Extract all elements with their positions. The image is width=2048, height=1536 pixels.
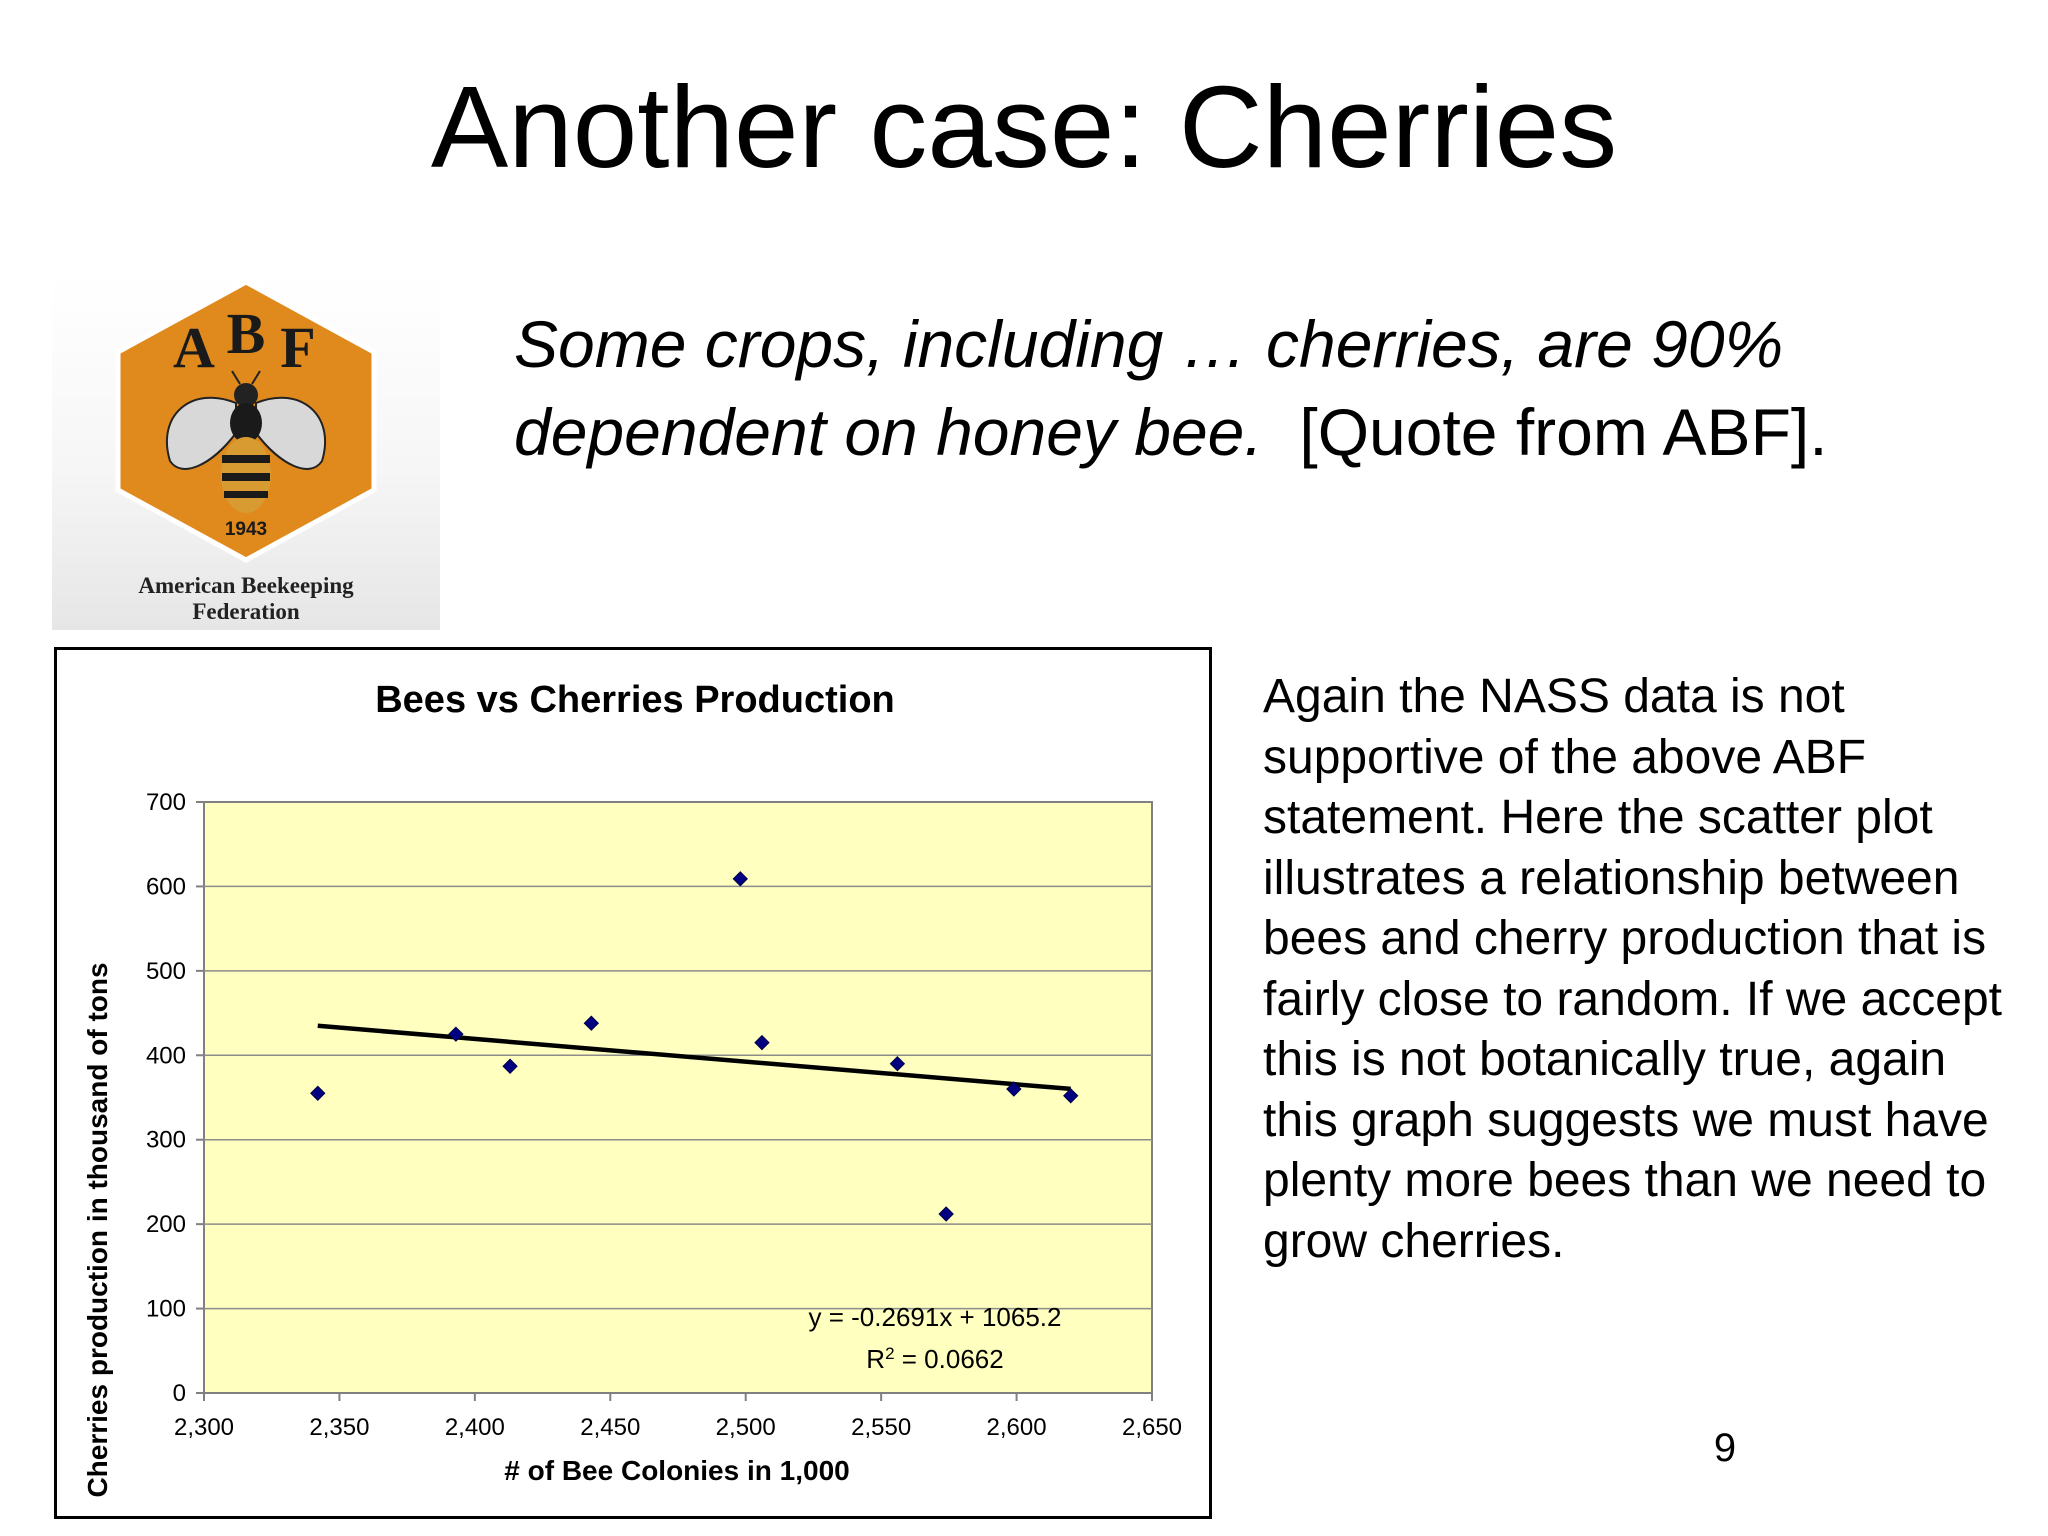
- y-axis-title: Cherries production in thousand of tons: [82, 962, 113, 1497]
- x-tick-label: 2,350: [309, 1414, 369, 1441]
- x-tick-label: 2,550: [851, 1414, 911, 1441]
- x-tick-label: 2,650: [1122, 1414, 1182, 1441]
- x-tick-label: 2,600: [987, 1414, 1047, 1441]
- data-point: [889, 1056, 906, 1072]
- y-tick-label: 600: [146, 873, 186, 900]
- abf-quote: Some crops, including … cherries, are 90…: [514, 300, 1974, 476]
- y-tick-label: 500: [146, 958, 186, 985]
- plot-area: [203, 801, 1153, 1394]
- chart-title: Bees vs Cherries Production: [375, 679, 895, 721]
- data-points: [310, 871, 1079, 1222]
- chart-frame: Bees vs Cherries Production 0 100 200 300 40…: [54, 647, 1212, 1519]
- abf-logo: A B F 1943 American Beekeeping Federatio…: [52, 275, 440, 630]
- data-point: [1006, 1081, 1022, 1097]
- quote-text: Some crops, including … cherries, are 90…: [514, 307, 1784, 469]
- trendline-r-squared: R2 = 0.0662: [866, 1344, 1003, 1375]
- quote-source: [Quote from ABF].: [1299, 395, 1828, 469]
- r2-value: = 0.0662: [895, 1344, 1004, 1374]
- r2-label: R: [866, 1344, 885, 1374]
- y-tick-label: 0: [173, 1380, 186, 1407]
- page-number: 9: [1713, 1426, 1737, 1470]
- data-point: [938, 1206, 954, 1222]
- x-axis-title: # of Bee Colonies in 1,000: [504, 1455, 849, 1486]
- slide-title: Another case: Cherries: [430, 62, 1618, 192]
- logo-letter-f: F: [280, 315, 315, 380]
- trendline: [317, 1023, 1071, 1092]
- y-tick-label: 300: [146, 1127, 186, 1154]
- data-point: [1063, 1088, 1079, 1104]
- abf-logo-graphic: A B F 1943 American Beekeeping Federatio…: [115, 279, 377, 624]
- x-tick-label: 2,450: [580, 1414, 640, 1441]
- logo-letter-a: A: [173, 315, 215, 380]
- data-point: [732, 871, 749, 887]
- logo-year: 1943: [225, 519, 267, 540]
- y-tick-label: 200: [146, 1211, 186, 1238]
- bee-icon: [165, 370, 327, 513]
- y-tick-label: 400: [146, 1042, 186, 1069]
- scatter-chart: Bees vs Cherries Production 0 100 200 300 40…: [82, 679, 1182, 1498]
- axes: 0 100 200 300 400 500 600 700 2,300 2,350 2,400 2,4…: [146, 789, 1182, 1441]
- logo-name-line1: American Beekeeping: [138, 573, 354, 598]
- y-tick-label: 100: [146, 1296, 186, 1323]
- y-tick-label: 700: [146, 789, 186, 816]
- data-point: [754, 1034, 770, 1051]
- explanation-text: Again the NASS data is not supportive of…: [1263, 670, 2002, 1268]
- data-point: [310, 1085, 326, 1101]
- x-tick-label: 2,400: [445, 1414, 505, 1441]
- x-tick-label: 2,500: [716, 1414, 776, 1441]
- x-tick-label: 2,300: [174, 1414, 234, 1441]
- data-point: [583, 1015, 600, 1031]
- trendline-equation: y = -0.2691x + 1065.2: [809, 1302, 1062, 1332]
- data-point: [502, 1058, 518, 1074]
- data-point: [448, 1026, 464, 1042]
- logo-name-line2: Federation: [192, 599, 300, 624]
- gridlines: [204, 885, 1152, 1310]
- logo-letter-b: B: [227, 301, 266, 366]
- trendline-layer: [317, 1023, 1071, 1092]
- r2-superscript: 2: [885, 1344, 894, 1363]
